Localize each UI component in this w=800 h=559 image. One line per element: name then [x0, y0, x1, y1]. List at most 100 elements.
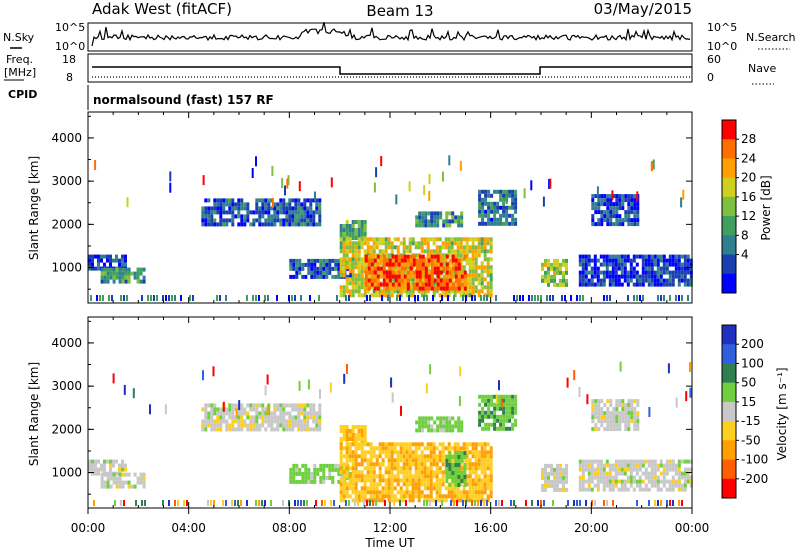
heatmap-cell — [432, 486, 436, 491]
colorbar-swatch — [722, 363, 736, 384]
heatmap-cell — [445, 282, 449, 287]
heatmap-cell — [420, 454, 424, 459]
heatmap-cell — [547, 274, 550, 279]
heatmap-cell — [342, 429, 346, 433]
heatmap-cell — [354, 261, 358, 266]
heatmap-cell — [97, 254, 100, 259]
heatmap-cell — [597, 403, 601, 408]
colorbar-swatch — [722, 120, 736, 140]
heatmap-cell — [213, 210, 217, 215]
heatmap-cell — [433, 254, 437, 259]
scatter-speck — [271, 165, 274, 176]
colorbar-tick-label: 50 — [741, 376, 756, 390]
heatmap-cell — [393, 466, 397, 471]
heatmap-cell — [496, 406, 500, 411]
heatmap-cell — [270, 222, 274, 227]
heatmap-cell — [486, 285, 490, 290]
heatmap-cell — [438, 498, 442, 503]
colorbar-tick-label: -200 — [741, 472, 768, 486]
ground-scatter-cell — [330, 500, 332, 506]
heatmap-cell — [115, 484, 119, 489]
heatmap-cell — [403, 254, 407, 259]
heatmap-cell — [689, 266, 693, 271]
heatmap-cell — [285, 214, 289, 219]
heatmap-cell — [369, 446, 373, 451]
heatmap-cell — [378, 466, 382, 471]
heatmap-cell — [313, 479, 317, 484]
heatmap-cell — [331, 479, 335, 484]
heatmap-cell — [420, 450, 424, 455]
heatmap-cell — [405, 446, 409, 451]
heatmap-cell — [633, 399, 637, 404]
heatmap-cell — [292, 266, 296, 271]
heatmap-cell — [303, 218, 307, 223]
ground-scatter-cell — [120, 295, 122, 301]
heatmap-cell — [298, 262, 302, 267]
heatmap-cell — [216, 198, 220, 203]
heatmap-cell — [307, 258, 311, 263]
scatter-speck — [255, 156, 257, 167]
heatmap-cell — [426, 442, 430, 447]
heatmap-cell — [360, 285, 364, 290]
heatmap-cell — [118, 275, 122, 280]
heatmap-cell — [432, 241, 436, 246]
heatmap-cell — [339, 442, 343, 447]
heatmap-cell — [312, 222, 316, 227]
heatmap-cell — [636, 427, 640, 432]
x-tick-label: 16:00 — [473, 521, 508, 535]
power-colorbar-label: Power [dB] — [759, 175, 773, 240]
heatmap-cell — [375, 289, 379, 294]
heatmap-cell — [424, 211, 428, 216]
heatmap-cell — [484, 221, 488, 226]
colorbar-tick-label: -15 — [741, 414, 761, 428]
heatmap-cell — [354, 277, 358, 282]
heatmap-cell — [456, 237, 460, 242]
heatmap-cell — [309, 206, 313, 211]
heatmap-cell — [384, 245, 388, 250]
heatmap-cell — [508, 426, 512, 431]
heatmap-cell — [480, 454, 484, 459]
heatmap-cell — [477, 293, 481, 298]
heatmap-cell — [511, 426, 515, 431]
heatmap-cell — [483, 478, 487, 483]
heatmap-cell — [382, 282, 386, 287]
heatmap-cell — [322, 467, 326, 472]
scatter-speck — [566, 377, 569, 388]
heatmap-cell — [445, 215, 449, 220]
heatmap-cell — [451, 282, 455, 287]
heatmap-cell — [307, 471, 311, 476]
heatmap-cell — [121, 480, 125, 485]
heatmap-cell — [403, 282, 407, 287]
heatmap-cell — [603, 427, 607, 432]
heatmap-cell — [112, 275, 116, 280]
heatmap-cell — [457, 459, 461, 463]
heatmap-cell — [363, 466, 367, 471]
heatmap-cell — [402, 241, 406, 246]
heatmap-cell — [231, 403, 235, 408]
heatmap-cell — [459, 241, 463, 246]
heatmap-cell — [396, 450, 400, 455]
heatmap-cell — [390, 494, 394, 499]
heatmap-cell — [418, 219, 422, 224]
heatmap-cell — [659, 266, 663, 271]
heatmap-cell — [423, 293, 427, 298]
heatmap-cell — [584, 254, 588, 259]
ground-scatter-cell — [606, 295, 608, 301]
heatmap-cell — [614, 258, 618, 263]
heatmap-cell — [405, 494, 409, 499]
heatmap-cell — [650, 467, 654, 472]
heatmap-cell — [450, 498, 454, 503]
heatmap-cell — [459, 462, 463, 467]
heatmap-cell — [360, 498, 364, 503]
colorbar-frame — [721, 119, 737, 294]
heatmap-cell — [602, 475, 606, 480]
heatmap-cell — [468, 482, 472, 487]
ground-scatter-cell — [474, 500, 476, 506]
heatmap-cell — [381, 458, 385, 463]
heatmap-cell — [468, 269, 472, 274]
heatmap-cell — [345, 474, 349, 479]
heatmap-cell — [420, 494, 424, 499]
heatmap-cell — [562, 282, 565, 287]
heatmap-cell — [366, 498, 370, 503]
heatmap-cell — [633, 419, 637, 424]
